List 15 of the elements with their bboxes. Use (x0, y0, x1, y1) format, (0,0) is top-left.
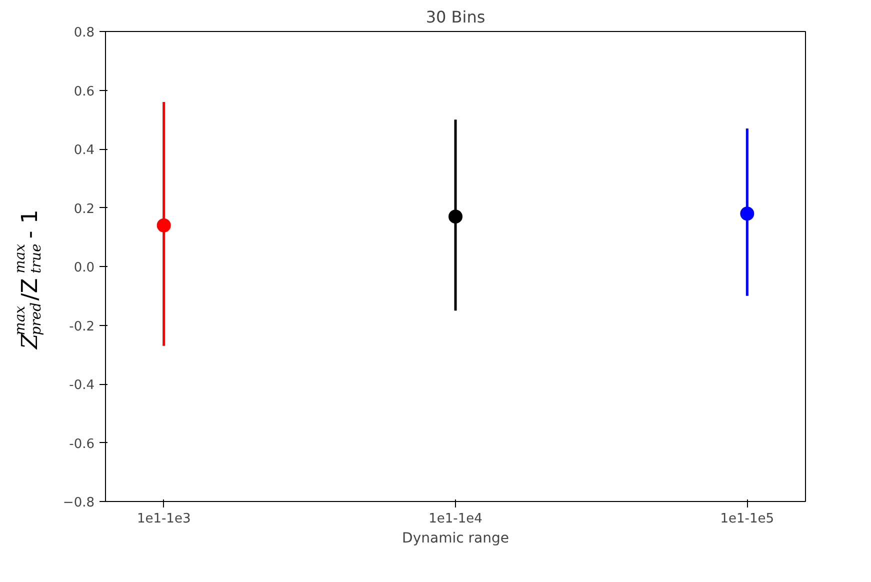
y-tick-label: 0.8 (74, 26, 95, 40)
y-tick-label: -0.2 (69, 319, 95, 334)
y-axis-title: Zpredmax/Ztruemax - 1 (12, 210, 44, 350)
y-tick-label: -0.4 (69, 378, 95, 393)
y-tick-label: 0.2 (74, 202, 95, 217)
x-tick-label: 1e1-1e4 (428, 512, 482, 526)
y-tick-label: 0.6 (74, 84, 95, 100)
y-tick-label: 0.0 (74, 260, 95, 276)
y-tick-label: -0.6 (69, 436, 95, 452)
x-axis-title: Dynamic range (402, 530, 509, 546)
x-tick-label: 1e1-1e5 (720, 512, 774, 526)
x-tick-label: 1e1-1e3 (136, 512, 191, 526)
chart-title: 30 Bins (426, 8, 486, 26)
y-tick-label: 0.4 (74, 143, 95, 158)
y-tick-label: −0.8 (62, 496, 95, 510)
